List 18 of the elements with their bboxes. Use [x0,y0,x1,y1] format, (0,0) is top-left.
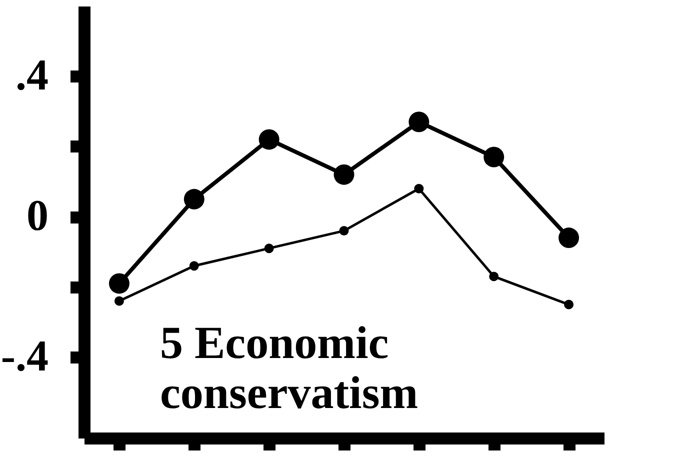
point [489,272,499,282]
point [114,296,124,306]
point [564,300,574,310]
point [258,129,280,150]
point [184,188,204,210]
point [189,261,199,271]
y-tick-label: .4 [16,50,48,100]
point [484,146,504,168]
y-tick-label: -.4 [0,332,48,381]
point [108,273,130,294]
point [339,226,349,236]
y-tick-label: 0 [26,191,48,240]
point [264,244,274,254]
point [408,112,430,132]
point [334,164,354,185]
annotation: 5 Economic conservatism [160,317,420,418]
point [414,184,424,194]
point [558,228,580,248]
